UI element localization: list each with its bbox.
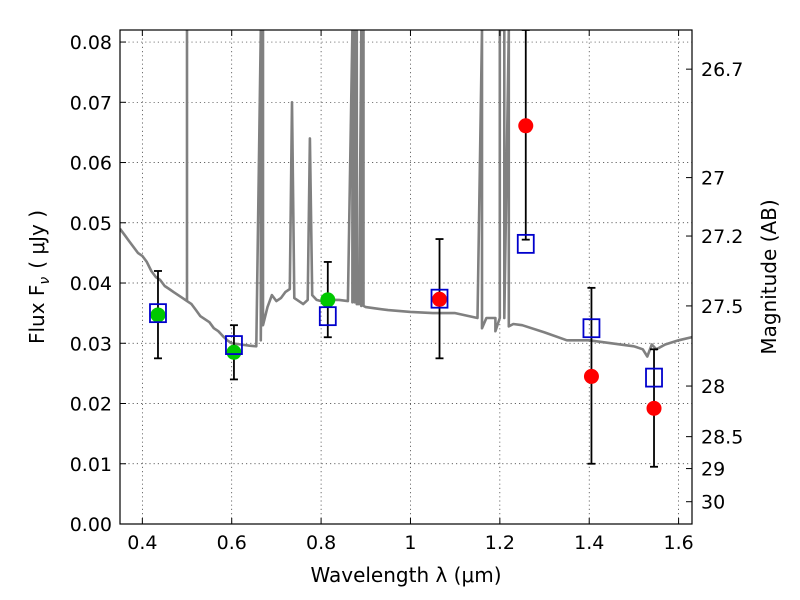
x-tick-label: 1 bbox=[404, 532, 416, 554]
observed-point-red bbox=[432, 291, 448, 307]
right-axis-label: Magnitude (AB) bbox=[757, 199, 781, 354]
plot-area bbox=[120, 30, 692, 468]
y-tick-label: 0.07 bbox=[70, 92, 112, 114]
model-flux-square bbox=[149, 303, 167, 324]
observed-point-red bbox=[646, 400, 662, 416]
model-flux-square bbox=[318, 306, 337, 327]
observed-point-green bbox=[320, 292, 336, 308]
magnitude-tick-label: 26.7 bbox=[701, 59, 743, 81]
y-tick-label: 0.04 bbox=[70, 273, 112, 295]
y-tick-label: 0.03 bbox=[70, 333, 112, 355]
model-flux-square bbox=[516, 233, 535, 254]
x-tick-label: 1.6 bbox=[663, 532, 693, 554]
magnitude-tick-label: 27.5 bbox=[701, 296, 743, 318]
model-flux-square bbox=[225, 335, 243, 355]
y-tick-label: 0.02 bbox=[70, 394, 112, 416]
model-spectrum-line bbox=[120, 30, 692, 358]
magnitude-tick-label: 28.5 bbox=[701, 427, 743, 449]
magnitude-tick-label: 27 bbox=[701, 168, 725, 190]
y-tick-label: 0.01 bbox=[70, 454, 112, 476]
observed-point-green bbox=[226, 344, 242, 360]
x-axis-label: Wavelength λ (μm) bbox=[310, 563, 501, 587]
x-tick-label: 0.8 bbox=[306, 532, 336, 554]
y-axis-label: Flux Fν ( μJy ) bbox=[25, 210, 53, 344]
x-tick-label: 1.4 bbox=[574, 532, 604, 554]
y-tick-label: 0.08 bbox=[70, 32, 112, 54]
y-tick-label: 0.06 bbox=[70, 153, 112, 175]
y-tick-label: 0.05 bbox=[70, 213, 112, 235]
x-tick-label: 0.4 bbox=[127, 532, 157, 554]
y-axis-label-main: Flux F bbox=[25, 285, 49, 344]
axes-frame bbox=[119, 29, 693, 525]
magnitude-tick-label: 27.2 bbox=[701, 226, 743, 248]
observed-point-red bbox=[583, 368, 599, 384]
x-tick-label: 0.6 bbox=[217, 532, 247, 554]
model-flux-square bbox=[430, 288, 449, 309]
y-axis-label-unit: ( μJy ) bbox=[25, 210, 49, 269]
observed-point-red bbox=[518, 118, 534, 134]
y-tick-label: 0.00 bbox=[70, 514, 112, 536]
magnitude-tick-label: 30 bbox=[701, 492, 725, 514]
observed-point-green bbox=[150, 307, 166, 323]
axis-ticks: 0.4 0.6 0.8 1 1.2 1.4 1.6 0.00 0.01 0.02 0.03 0.04 0… bbox=[70, 30, 743, 554]
model-flux-square bbox=[645, 367, 663, 388]
y-axis-label-subscript: ν bbox=[37, 277, 53, 285]
model-flux-square bbox=[582, 318, 601, 339]
x-tick-label: 1.2 bbox=[485, 532, 515, 554]
magnitude-tick-label: 29 bbox=[701, 459, 725, 481]
magnitude-tick-label: 28 bbox=[701, 376, 725, 398]
